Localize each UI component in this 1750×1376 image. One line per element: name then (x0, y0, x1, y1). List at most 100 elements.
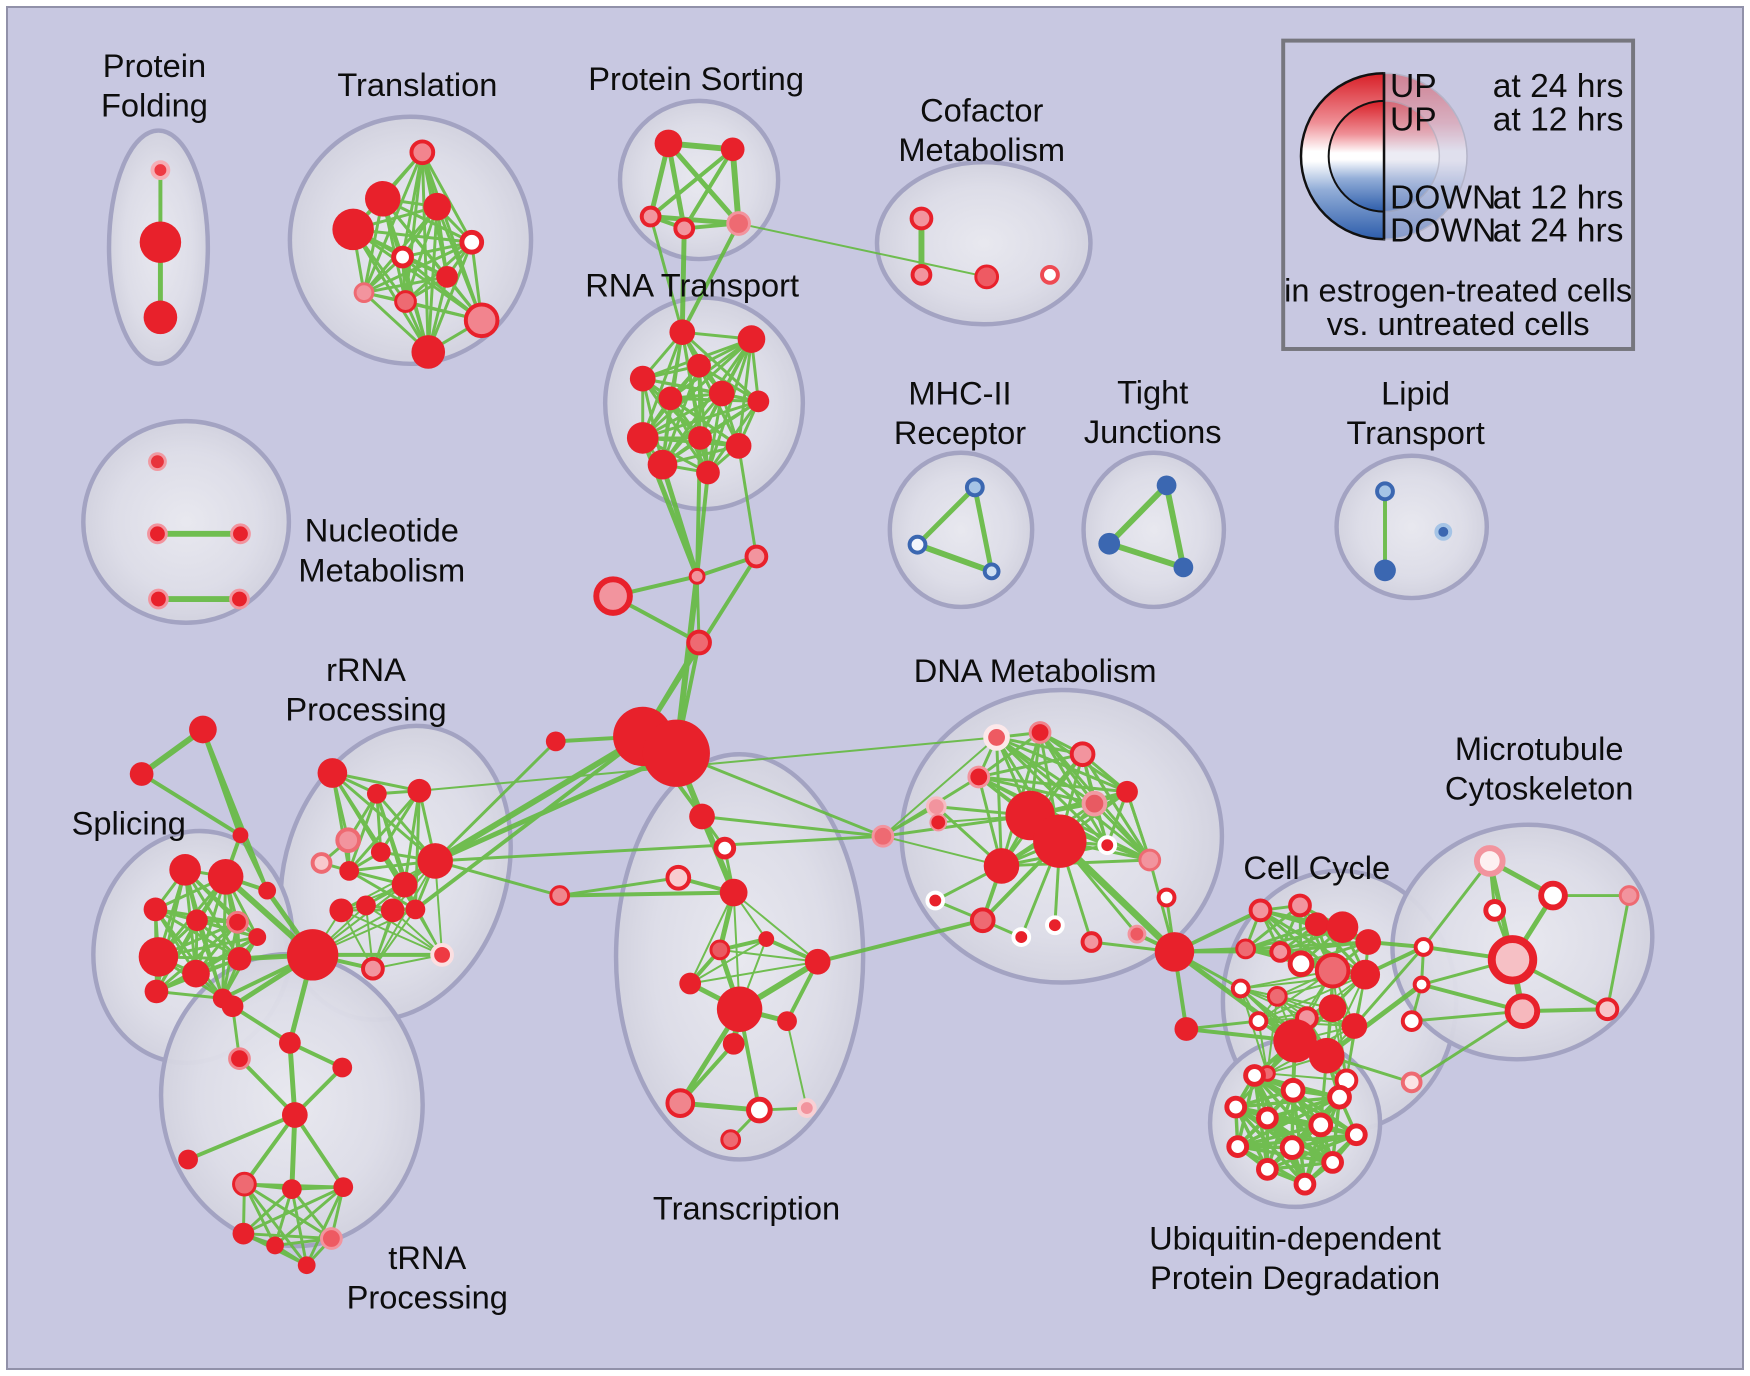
node-r12 (380, 898, 405, 923)
edge (242, 1182, 309, 1267)
edge (695, 470, 710, 579)
node-tr10 (716, 986, 763, 1032)
edge (665, 140, 742, 226)
node-tp7 (232, 1171, 257, 1197)
node-cc6 (1235, 938, 1257, 960)
node-hub2 (642, 719, 710, 787)
node-sp7 (227, 946, 252, 971)
node-tr15 (796, 1098, 817, 1118)
edge (977, 775, 1096, 806)
edge (432, 733, 646, 864)
edge (347, 789, 421, 873)
node-sp4 (186, 909, 208, 932)
edge (305, 1185, 345, 1267)
cluster-label-lipid-transport: Transport (1346, 414, 1484, 451)
edge (426, 240, 474, 354)
edge (433, 739, 558, 863)
edge (153, 907, 225, 1000)
node-nm1 (148, 452, 167, 472)
cluster-label-nucleotide-metabolism: Metabolism (298, 551, 465, 588)
edge (1106, 482, 1170, 547)
node-tp1 (221, 995, 244, 1018)
node-mb1 (1413, 937, 1434, 957)
node-tp12 (320, 1227, 343, 1250)
node-t7 (436, 265, 458, 288)
edge (1236, 1123, 1323, 1149)
node-tr12 (722, 1032, 745, 1055)
node-rt5 (708, 380, 735, 407)
edge (737, 222, 988, 278)
cluster-label-tight-junctions: Junctions (1084, 413, 1222, 450)
node-t3 (332, 208, 374, 251)
legend-time-label: at 24 hrs (1493, 212, 1624, 249)
node-t8 (353, 282, 375, 304)
legend-direction-label: UP (1390, 102, 1437, 139)
nodes (129, 129, 1640, 1275)
edge (648, 147, 735, 219)
node-mc9 (1400, 1010, 1423, 1032)
legend-glyph-inner-right (1383, 100, 1441, 213)
cluster-label-protein-folding: Folding (101, 87, 208, 124)
node-ps2 (720, 137, 745, 162)
node-r14 (430, 943, 454, 967)
node-u1 (1243, 1064, 1266, 1087)
node-sp2 (207, 858, 244, 895)
node-r15 (361, 956, 385, 981)
edge (815, 918, 985, 964)
node-dm16 (1011, 927, 1032, 947)
node-dm6 (1081, 790, 1108, 817)
node-dm14 (969, 907, 996, 934)
node-lt3 (1434, 522, 1453, 541)
cluster-ellipse-lipid-transport (1334, 453, 1490, 601)
node-tp4 (332, 1057, 353, 1078)
node-mc10 (1618, 885, 1640, 906)
legend-time-label: at 24 hrs (1493, 68, 1624, 105)
node-pf2 (139, 221, 182, 263)
node-x1 (189, 715, 217, 744)
edge (241, 1187, 294, 1236)
cluster-label-cell-cycle: Cell Cycle (1243, 849, 1390, 886)
node-tr4 (719, 878, 748, 907)
cluster-ellipse-transcription (613, 751, 866, 1162)
edge (679, 225, 687, 335)
cluster-label-microtubule-cytoskeleton: Cytoskeleton (1445, 770, 1634, 807)
node-m2 (907, 534, 928, 555)
edge (915, 484, 978, 548)
cluster-label-cofactor-metabolism: Cofactor (920, 92, 1043, 129)
edge (729, 146, 742, 227)
node-cc3 (1304, 912, 1329, 937)
cluster-label-trna-processing: Processing (347, 1279, 508, 1316)
edge (242, 1113, 297, 1187)
node-mc2 (1538, 880, 1568, 911)
cluster-label-transcription: Transcription (653, 1190, 840, 1227)
node-tr16 (720, 1129, 742, 1151)
node-cc11 (1230, 978, 1251, 999)
node-cm2 (910, 263, 933, 286)
node-dm5 (925, 796, 947, 817)
node-tr3 (665, 864, 692, 891)
node-tr6 (758, 931, 775, 947)
cluster-label-tight-junctions: Tight (1117, 373, 1188, 410)
node-dm13 (925, 890, 946, 911)
edge (977, 730, 1042, 779)
node-r10 (329, 898, 354, 923)
node-u8 (1226, 1135, 1250, 1158)
node-t11 (411, 335, 446, 369)
cluster-ellipse-cofactor-metabolism (874, 159, 1093, 327)
node-cc12 (1266, 985, 1288, 1007)
node-u7 (1344, 1123, 1368, 1147)
node-cm1 (909, 206, 934, 231)
node-rt12 (696, 460, 720, 485)
node-tp9 (333, 1177, 354, 1198)
cluster-label-protein-folding: Protein (103, 47, 206, 84)
edge (972, 484, 995, 574)
edge (689, 960, 819, 985)
legend-direction-label: DOWN (1390, 212, 1496, 249)
node-dm12 (1097, 835, 1118, 856)
node-r17 (258, 881, 277, 900)
node-bigring (593, 576, 633, 616)
edge (433, 834, 885, 863)
node-r5 (310, 852, 333, 874)
node-r4 (335, 827, 362, 854)
